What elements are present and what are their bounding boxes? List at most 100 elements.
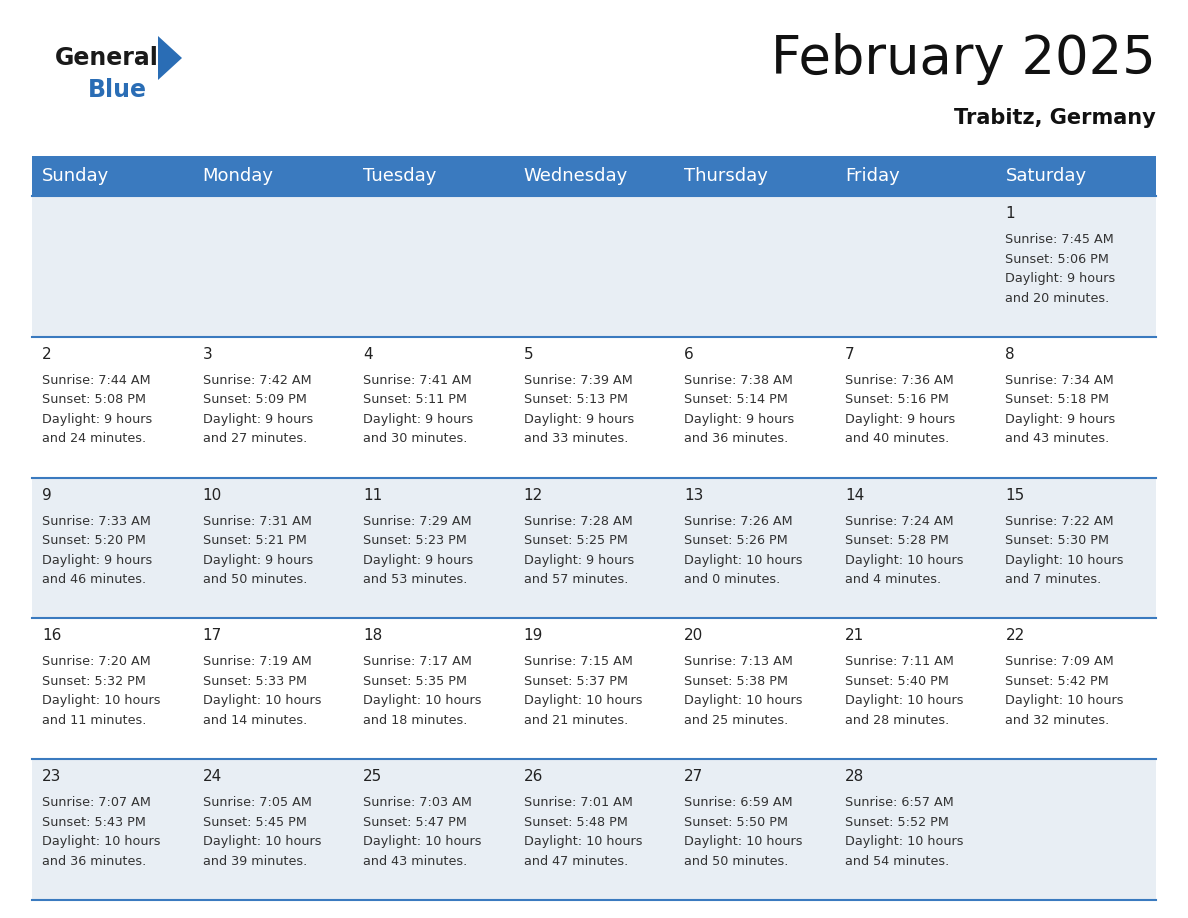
- Bar: [513, 619, 675, 759]
- Text: Daylight: 10 hours: Daylight: 10 hours: [845, 835, 963, 848]
- Text: Sunrise: 7:39 AM: Sunrise: 7:39 AM: [524, 374, 632, 386]
- Text: Daylight: 9 hours: Daylight: 9 hours: [203, 413, 312, 426]
- Text: 21: 21: [845, 629, 864, 644]
- Text: 22: 22: [1005, 629, 1025, 644]
- Text: 27: 27: [684, 769, 703, 784]
- Text: Daylight: 9 hours: Daylight: 9 hours: [524, 554, 634, 566]
- Text: 10: 10: [203, 487, 222, 502]
- Bar: [675, 759, 835, 900]
- Text: 2: 2: [42, 347, 51, 362]
- Text: Friday: Friday: [845, 167, 899, 185]
- Text: Sunrise: 7:26 AM: Sunrise: 7:26 AM: [684, 515, 792, 528]
- Text: 19: 19: [524, 629, 543, 644]
- Bar: [32, 759, 192, 900]
- Bar: [675, 337, 835, 477]
- Text: 20: 20: [684, 629, 703, 644]
- Bar: [996, 759, 1156, 900]
- Text: 18: 18: [364, 629, 383, 644]
- Text: Sunrise: 7:29 AM: Sunrise: 7:29 AM: [364, 515, 472, 528]
- Bar: [513, 477, 675, 619]
- Bar: [353, 196, 513, 337]
- Text: Daylight: 9 hours: Daylight: 9 hours: [1005, 272, 1116, 285]
- Text: Sunrise: 7:36 AM: Sunrise: 7:36 AM: [845, 374, 954, 386]
- Text: Daylight: 9 hours: Daylight: 9 hours: [364, 413, 473, 426]
- Text: Sunset: 5:38 PM: Sunset: 5:38 PM: [684, 675, 789, 688]
- Text: Sunset: 5:33 PM: Sunset: 5:33 PM: [203, 675, 307, 688]
- Text: Thursday: Thursday: [684, 167, 769, 185]
- Bar: [835, 759, 996, 900]
- Bar: [513, 196, 675, 337]
- Text: Daylight: 10 hours: Daylight: 10 hours: [364, 694, 481, 708]
- Text: Sunset: 5:08 PM: Sunset: 5:08 PM: [42, 393, 146, 407]
- Text: Sunset: 5:26 PM: Sunset: 5:26 PM: [684, 534, 788, 547]
- Text: and 7 minutes.: and 7 minutes.: [1005, 573, 1101, 586]
- Text: Daylight: 9 hours: Daylight: 9 hours: [203, 554, 312, 566]
- Text: Sunset: 5:45 PM: Sunset: 5:45 PM: [203, 816, 307, 829]
- Bar: [353, 759, 513, 900]
- Text: 8: 8: [1005, 347, 1015, 362]
- Text: and 27 minutes.: and 27 minutes.: [203, 432, 307, 445]
- Bar: [353, 156, 513, 196]
- Text: and 20 minutes.: and 20 minutes.: [1005, 292, 1110, 305]
- Text: Daylight: 10 hours: Daylight: 10 hours: [845, 554, 963, 566]
- Text: Daylight: 9 hours: Daylight: 9 hours: [1005, 413, 1116, 426]
- Bar: [192, 196, 353, 337]
- Text: Sunrise: 7:22 AM: Sunrise: 7:22 AM: [1005, 515, 1114, 528]
- Text: 23: 23: [42, 769, 62, 784]
- Text: Daylight: 10 hours: Daylight: 10 hours: [364, 835, 481, 848]
- Text: Daylight: 10 hours: Daylight: 10 hours: [684, 554, 803, 566]
- Bar: [32, 337, 192, 477]
- Text: Sunset: 5:21 PM: Sunset: 5:21 PM: [203, 534, 307, 547]
- Text: 4: 4: [364, 347, 373, 362]
- Text: Sunrise: 7:15 AM: Sunrise: 7:15 AM: [524, 655, 632, 668]
- Text: Sunrise: 7:07 AM: Sunrise: 7:07 AM: [42, 796, 151, 809]
- Text: 28: 28: [845, 769, 864, 784]
- Text: Sunset: 5:30 PM: Sunset: 5:30 PM: [1005, 534, 1110, 547]
- Bar: [513, 759, 675, 900]
- Text: and 11 minutes.: and 11 minutes.: [42, 714, 146, 727]
- Text: Blue: Blue: [88, 78, 147, 102]
- Text: Saturday: Saturday: [1005, 167, 1087, 185]
- Text: Sunrise: 7:09 AM: Sunrise: 7:09 AM: [1005, 655, 1114, 668]
- Text: Sunset: 5:52 PM: Sunset: 5:52 PM: [845, 816, 949, 829]
- Bar: [675, 619, 835, 759]
- Text: Sunset: 5:16 PM: Sunset: 5:16 PM: [845, 393, 949, 407]
- Text: Sunset: 5:37 PM: Sunset: 5:37 PM: [524, 675, 627, 688]
- Text: Sunrise: 7:17 AM: Sunrise: 7:17 AM: [364, 655, 472, 668]
- Bar: [192, 337, 353, 477]
- Bar: [675, 477, 835, 619]
- Text: Sunrise: 7:45 AM: Sunrise: 7:45 AM: [1005, 233, 1114, 246]
- Text: Daylight: 10 hours: Daylight: 10 hours: [684, 835, 803, 848]
- Text: and 43 minutes.: and 43 minutes.: [1005, 432, 1110, 445]
- Polygon shape: [158, 36, 182, 80]
- Text: Daylight: 9 hours: Daylight: 9 hours: [42, 554, 152, 566]
- Bar: [353, 337, 513, 477]
- Text: Daylight: 10 hours: Daylight: 10 hours: [845, 694, 963, 708]
- Text: and 36 minutes.: and 36 minutes.: [684, 432, 789, 445]
- Bar: [513, 337, 675, 477]
- Text: Sunrise: 7:33 AM: Sunrise: 7:33 AM: [42, 515, 151, 528]
- Text: February 2025: February 2025: [771, 33, 1156, 85]
- Text: Trabitz, Germany: Trabitz, Germany: [954, 108, 1156, 128]
- Text: 24: 24: [203, 769, 222, 784]
- Bar: [32, 477, 192, 619]
- Text: and 46 minutes.: and 46 minutes.: [42, 573, 146, 586]
- Text: and 39 minutes.: and 39 minutes.: [203, 855, 307, 868]
- Text: 25: 25: [364, 769, 383, 784]
- Bar: [353, 619, 513, 759]
- Text: 17: 17: [203, 629, 222, 644]
- Text: Sunset: 5:43 PM: Sunset: 5:43 PM: [42, 816, 146, 829]
- Text: Sunset: 5:11 PM: Sunset: 5:11 PM: [364, 393, 467, 407]
- Text: 3: 3: [203, 347, 213, 362]
- Text: 9: 9: [42, 487, 52, 502]
- Text: Daylight: 9 hours: Daylight: 9 hours: [524, 413, 634, 426]
- Bar: [996, 156, 1156, 196]
- Text: Sunrise: 6:57 AM: Sunrise: 6:57 AM: [845, 796, 954, 809]
- Bar: [996, 196, 1156, 337]
- Text: Sunrise: 7:24 AM: Sunrise: 7:24 AM: [845, 515, 954, 528]
- Text: and 32 minutes.: and 32 minutes.: [1005, 714, 1110, 727]
- Text: Sunrise: 7:05 AM: Sunrise: 7:05 AM: [203, 796, 311, 809]
- Text: and 21 minutes.: and 21 minutes.: [524, 714, 628, 727]
- Text: Daylight: 10 hours: Daylight: 10 hours: [1005, 554, 1124, 566]
- Text: and 24 minutes.: and 24 minutes.: [42, 432, 146, 445]
